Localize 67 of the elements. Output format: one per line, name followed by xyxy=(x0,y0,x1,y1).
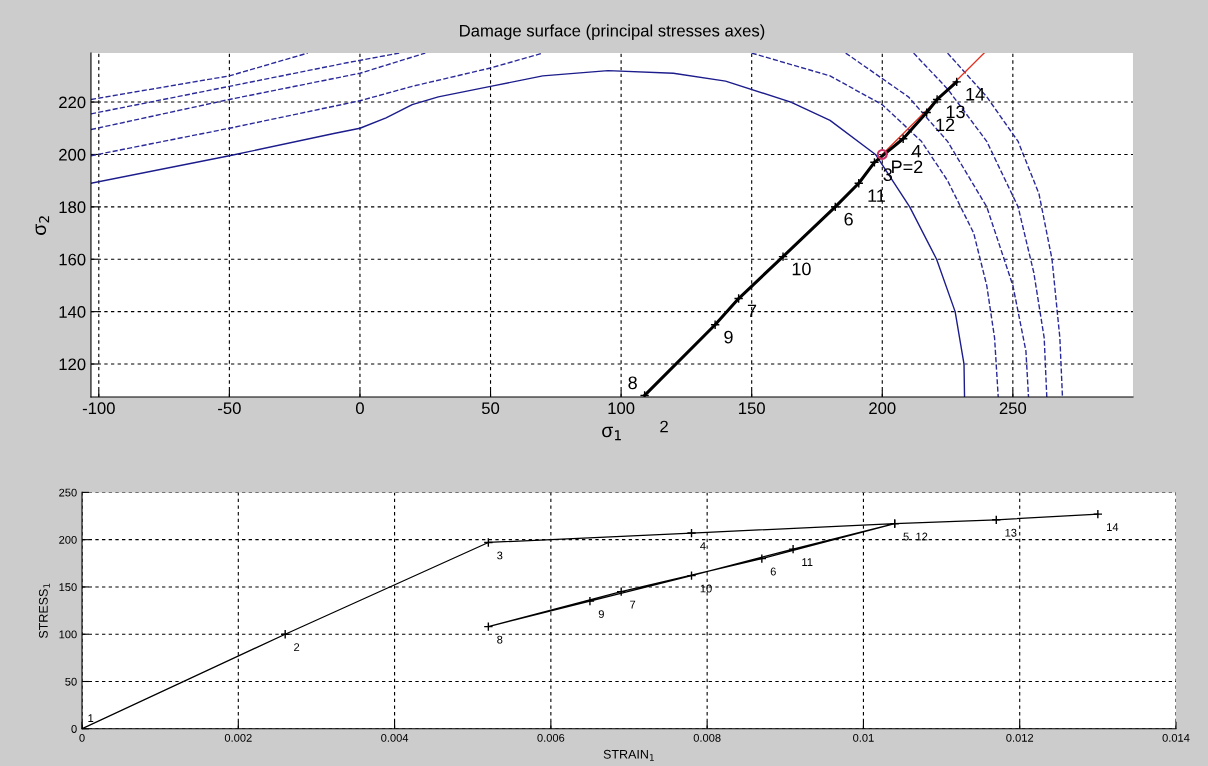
annotation: 2 xyxy=(294,643,300,651)
annotation: 9 xyxy=(724,330,733,344)
point xyxy=(778,251,788,262)
annotation: 10 xyxy=(700,584,712,593)
point xyxy=(951,77,962,87)
x-tick-label: -100 xyxy=(82,402,115,415)
y-tick-label: 0 xyxy=(71,725,77,733)
y-tick-label: 200 xyxy=(59,535,77,544)
annotation: 8 xyxy=(628,376,637,390)
annotation: 6 xyxy=(770,567,776,576)
annotation: 4 xyxy=(700,542,706,550)
y-tick-label: 250 xyxy=(59,488,77,497)
y-tick-label: 140 xyxy=(59,306,86,318)
annotation: 13 xyxy=(946,105,965,119)
x-tick-label: 0 xyxy=(355,402,364,415)
y-tick-label: 120 xyxy=(59,358,86,371)
point xyxy=(830,201,841,212)
x-tick-label: 250 xyxy=(999,402,1027,415)
annotation: 12 xyxy=(936,118,955,132)
y-tick-label: 50 xyxy=(65,677,77,686)
x-tick-label: 0.01 xyxy=(853,733,874,742)
annotation: 1 xyxy=(88,714,94,722)
annotation: 14 xyxy=(966,88,985,101)
x-tick-label: 0.004 xyxy=(381,733,409,742)
x-tick-label: 50 xyxy=(481,402,500,415)
annotation: 9 xyxy=(598,610,604,618)
y-tick-label: 220 xyxy=(59,96,86,109)
point xyxy=(991,514,1002,525)
point xyxy=(932,94,942,105)
y-tick-label: 160 xyxy=(59,253,86,266)
x-tick-label: 0.014 xyxy=(1162,733,1190,742)
annotation: 14 xyxy=(1107,523,1119,531)
point xyxy=(710,319,720,330)
x-tick-label: 0.012 xyxy=(1006,733,1034,742)
annotation: 13 xyxy=(1005,528,1017,537)
text: 2 xyxy=(660,420,668,433)
annotation: 11 xyxy=(868,189,885,202)
x-axis-title: σ$_{1}$ xyxy=(602,426,621,441)
point xyxy=(280,629,291,640)
y-tick-label: 150 xyxy=(59,583,77,592)
x-tick-label: 100 xyxy=(608,402,635,415)
x-tick-label: 0.008 xyxy=(693,733,721,742)
annotation: 8 xyxy=(497,635,503,644)
x-tick-label: 200 xyxy=(869,402,896,415)
annotation: 11 xyxy=(802,558,813,566)
y-tick-label: 200 xyxy=(59,148,86,161)
x-tick-label: 0.006 xyxy=(537,733,565,742)
x-tick-label: 150 xyxy=(739,402,765,415)
x-tick-label: 0.002 xyxy=(224,733,252,742)
y-axis-title: STRESS$_{1}$ xyxy=(38,583,50,639)
annotation: 3 xyxy=(497,551,503,560)
point xyxy=(616,586,627,597)
annotation: P=2 xyxy=(892,160,923,174)
chart-title: Damage surface (principal stresses axes) xyxy=(460,24,765,40)
y-axis-title: σ$_{2}$ xyxy=(35,216,50,235)
x-tick-label: -50 xyxy=(218,402,241,415)
point xyxy=(639,390,650,398)
point xyxy=(876,149,888,160)
y-tick-label: 180 xyxy=(59,201,86,214)
y-tick-label: 100 xyxy=(59,630,77,639)
annotation: 7 xyxy=(630,600,636,609)
annotation: 10 xyxy=(792,262,811,276)
point xyxy=(898,133,909,144)
x-axis-title: STRAIN$_{1}$ xyxy=(603,749,654,761)
point xyxy=(1092,509,1103,519)
annotation: 6 xyxy=(844,212,853,226)
point xyxy=(686,528,697,538)
